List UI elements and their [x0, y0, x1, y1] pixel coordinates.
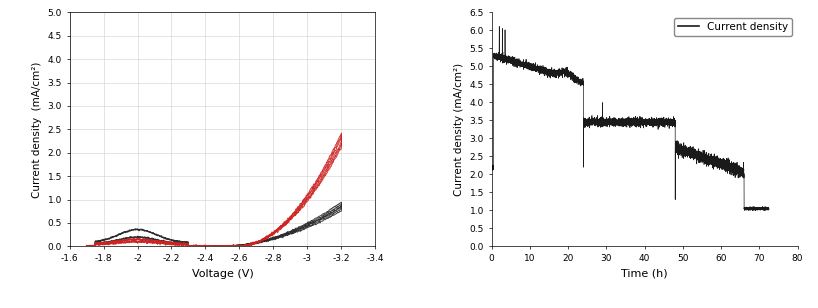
Y-axis label: Current density (mA/cm²): Current density (mA/cm²) [454, 63, 464, 196]
Legend: Current density: Current density [674, 18, 793, 36]
X-axis label: Time (h): Time (h) [622, 269, 668, 279]
X-axis label: Voltage (V): Voltage (V) [191, 269, 254, 279]
Y-axis label: Current density  (mA/cm²): Current density (mA/cm²) [32, 61, 42, 197]
